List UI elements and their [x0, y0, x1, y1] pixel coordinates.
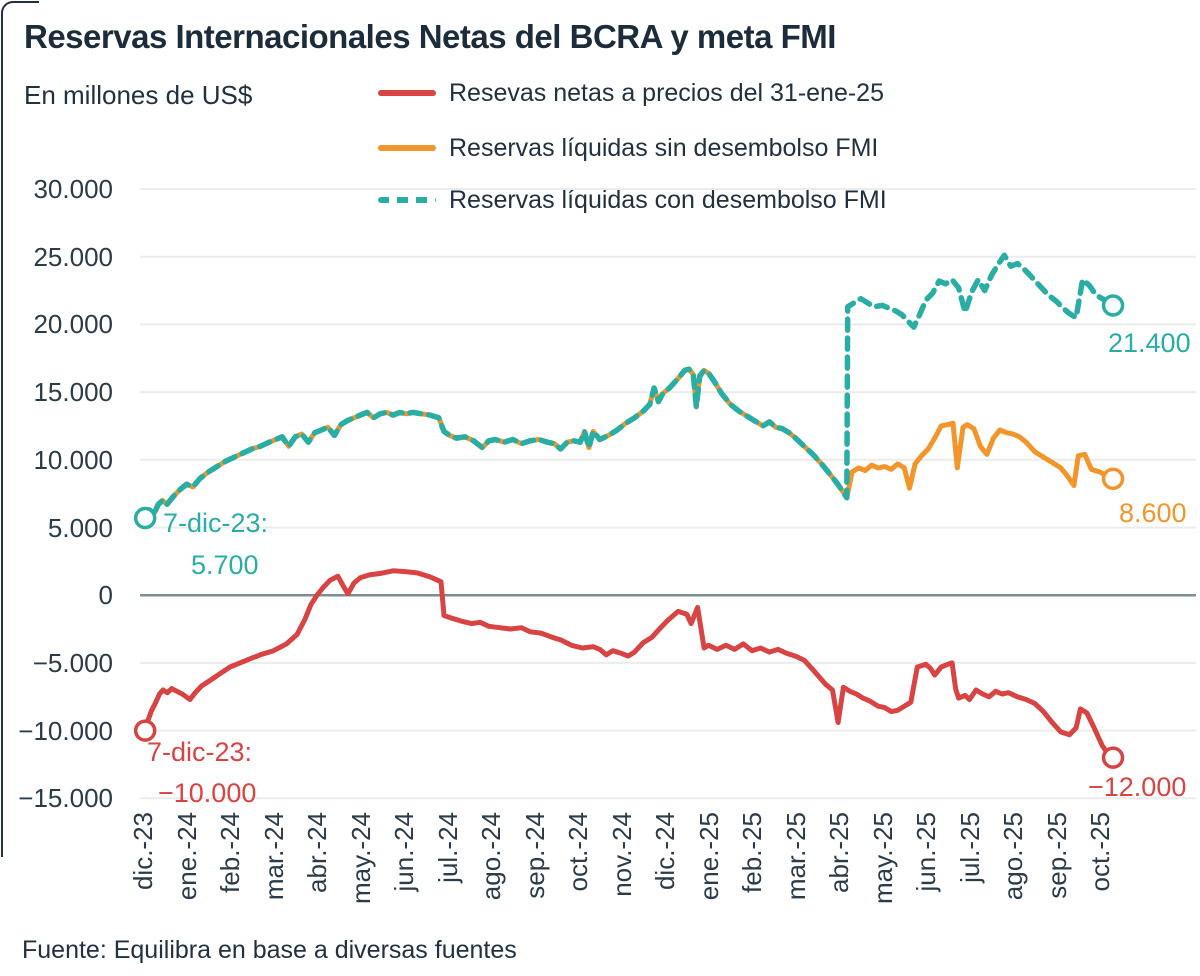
endpoint-marker: [133, 719, 157, 742]
legend-item-liquidas-con-fmi: Reservas líquidas con desembolso FMI: [378, 186, 887, 214]
chart-units-label: En millones de US$: [24, 80, 253, 110]
y-tick-label: 5.000: [47, 512, 113, 543]
legend-swatch-teal-dashed-line-icon: [378, 197, 436, 203]
data-annotation: 21.400: [1108, 328, 1191, 358]
data-annotation: −12.000: [1088, 772, 1187, 802]
y-tick-label: 0: [98, 580, 113, 611]
series-line-netas: [142, 568, 1116, 761]
data-annotation: −10.000: [158, 778, 257, 808]
y-tick-label: 20.000: [33, 309, 113, 340]
x-tick-label: feb.-25: [737, 812, 767, 893]
x-tick-label: may.-24: [345, 812, 376, 904]
data-annotation: 7-dic-23:: [147, 737, 253, 767]
x-tick-label: mar.-25: [780, 812, 811, 901]
x-tick-label: jun.-24: [389, 812, 419, 892]
x-tick-label: ago.-24: [476, 812, 506, 901]
legend-label: Reservas líquidas sin desembolso FMI: [449, 133, 879, 162]
legend-label: Resevas netas a precios del 31-ene-25: [449, 78, 884, 107]
data-annotation: 8.600: [1119, 498, 1187, 528]
x-tick-label: feb.-24: [215, 812, 245, 893]
legend-swatch-red-line-icon: [378, 90, 436, 96]
y-tick-label: −10.000: [18, 715, 113, 746]
y-tick-label: 15.000: [33, 377, 113, 408]
y-tick-label: 25.000: [33, 241, 113, 272]
data-annotation: 5.700: [191, 550, 259, 580]
x-tick-label: jul.-24: [432, 812, 463, 883]
x-tick-label: oct.-24: [563, 812, 593, 892]
endpoint-marker: [1101, 294, 1125, 317]
x-tick-label: dic.-23: [128, 812, 158, 891]
legend-label: Reservas líquidas con desembolso FMI: [449, 185, 887, 214]
y-tick-label: −15.000: [18, 783, 113, 814]
x-tick-label: ene.-25: [693, 812, 724, 901]
x-tick-label: abr.-25: [824, 812, 854, 893]
x-tick-label: oct.-25: [1085, 812, 1115, 892]
x-tick-label: mar.-24: [258, 812, 289, 901]
x-tick-label: ago.-25: [998, 812, 1028, 901]
legend-item-reservas-netas: Resevas netas a precios del 31-ene-25: [378, 79, 884, 107]
x-tick-label: jul.-25: [954, 812, 985, 883]
x-tick-label: ene.-24: [171, 812, 202, 901]
x-tick-label: abr.-24: [302, 812, 332, 893]
endpoint-marker: [133, 506, 157, 530]
y-tick-label: −5.000: [32, 647, 113, 678]
page-title: Reservas Internacionales Netas del BCRA …: [24, 18, 836, 55]
y-tick-label: 10.000: [33, 444, 113, 475]
x-tick-label: sep.-25: [1041, 812, 1072, 899]
x-tick-label: jun.-25: [911, 812, 941, 892]
endpoint-marker: [1101, 467, 1125, 491]
x-tick-label: dic.-24: [650, 812, 680, 891]
data-annotation: 7-dic-23:: [163, 508, 269, 538]
series-line-liquidas-con-fmi: [142, 252, 1116, 521]
x-tick-label: nov.-24: [606, 812, 637, 897]
source-note: Fuente: Equilibra en base a diversas fue…: [22, 936, 517, 964]
legend-item-liquidas-sin-fmi: Reservas líquidas sin desembolso FMI: [378, 134, 878, 162]
y-tick-label: 30.000: [33, 174, 113, 204]
x-tick-label: sep.-24: [519, 812, 550, 899]
x-tick-label: may.-25: [867, 812, 898, 904]
endpoint-marker: [1101, 746, 1125, 769]
legend-swatch-orange-line-icon: [378, 145, 436, 151]
